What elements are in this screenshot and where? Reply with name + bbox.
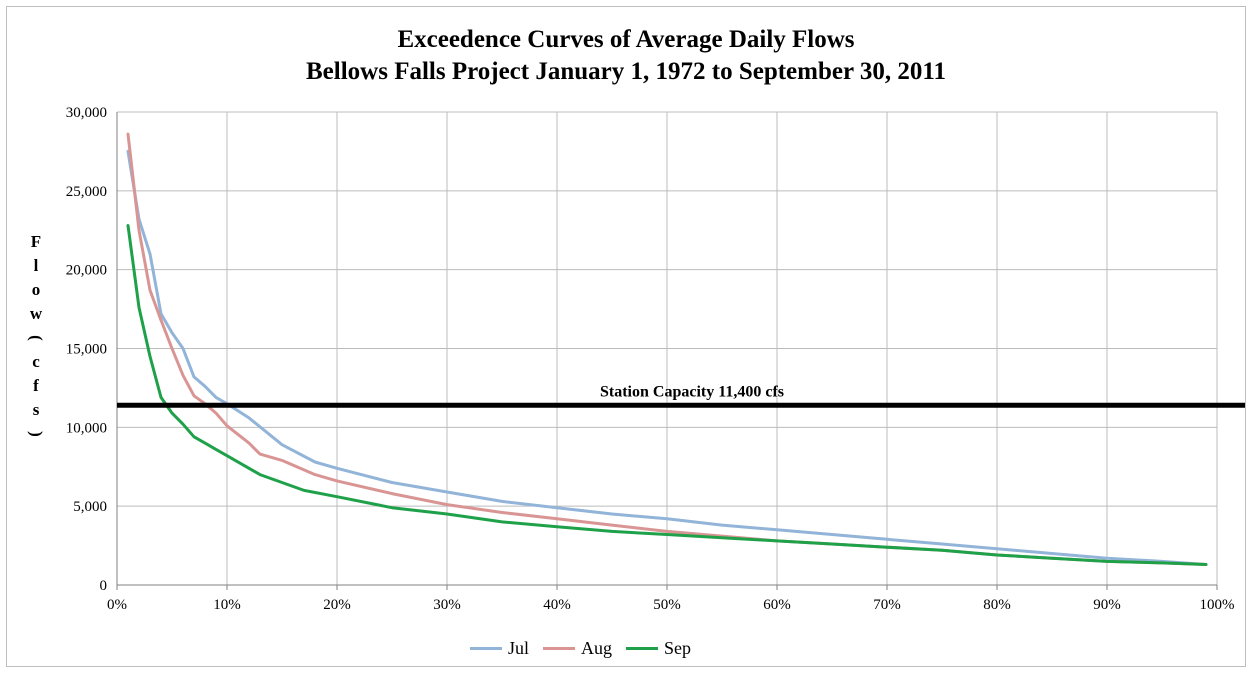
y-axis-label-char: s	[32, 400, 40, 419]
legend: Jul Aug Sep	[470, 636, 705, 660]
x-tick-label: 30%	[433, 597, 461, 613]
y-tick-label: 20,000	[66, 263, 107, 279]
y-axis-label-char: o	[31, 280, 41, 299]
legend-label: Sep	[664, 637, 692, 658]
x-tick-label: 20%	[323, 597, 351, 613]
y-axis-label-char: f	[33, 376, 39, 395]
y-tick-label: 10,000	[66, 420, 107, 436]
y-tick-label: 0	[100, 578, 108, 594]
y-axis-label-char: c	[32, 352, 40, 371]
y-tick-label: 15,000	[66, 342, 107, 358]
x-tick-label: 70%	[873, 597, 901, 613]
legend-swatch	[543, 646, 576, 650]
series-line-jul	[126, 149, 1208, 566]
chart-title: Exceedence Curves of Average Daily Flows	[397, 26, 855, 53]
x-tick-label: 10%	[213, 597, 241, 613]
legend-swatch	[626, 646, 659, 650]
y-tick-label: 30,000	[66, 105, 107, 121]
x-tick-label: 60%	[763, 597, 791, 613]
chart-subtitle: Bellows Falls Project January 1, 1972 to…	[306, 58, 946, 85]
legend-item-aug: Aug	[543, 638, 612, 659]
y-axis-label-char: F	[30, 232, 42, 251]
x-tick-label: 40%	[543, 597, 571, 613]
y-tick-label: 5,000	[73, 499, 107, 515]
x-tick-label: 50%	[653, 597, 681, 613]
y-tick-label: 25,000	[66, 184, 107, 200]
x-tick-label: 100%	[1200, 597, 1235, 613]
x-tick-label: 80%	[983, 597, 1011, 613]
y-axis-label-char: l	[33, 256, 39, 275]
station-capacity-label: Station Capacity 11,400 cfs	[600, 383, 784, 400]
legend-label: Aug	[581, 637, 613, 658]
chart-frame	[6, 6, 1246, 667]
legend-label: Jul	[508, 637, 530, 658]
legend-swatch	[470, 646, 502, 650]
series-line-sep	[126, 224, 1208, 566]
legend-item-jul: Jul	[470, 638, 529, 659]
x-tick-label: 90%	[1093, 597, 1121, 613]
legend-item-sep: Sep	[626, 638, 691, 659]
y-axis-label-char: w	[29, 304, 43, 323]
x-tick-label: 0%	[107, 597, 127, 613]
